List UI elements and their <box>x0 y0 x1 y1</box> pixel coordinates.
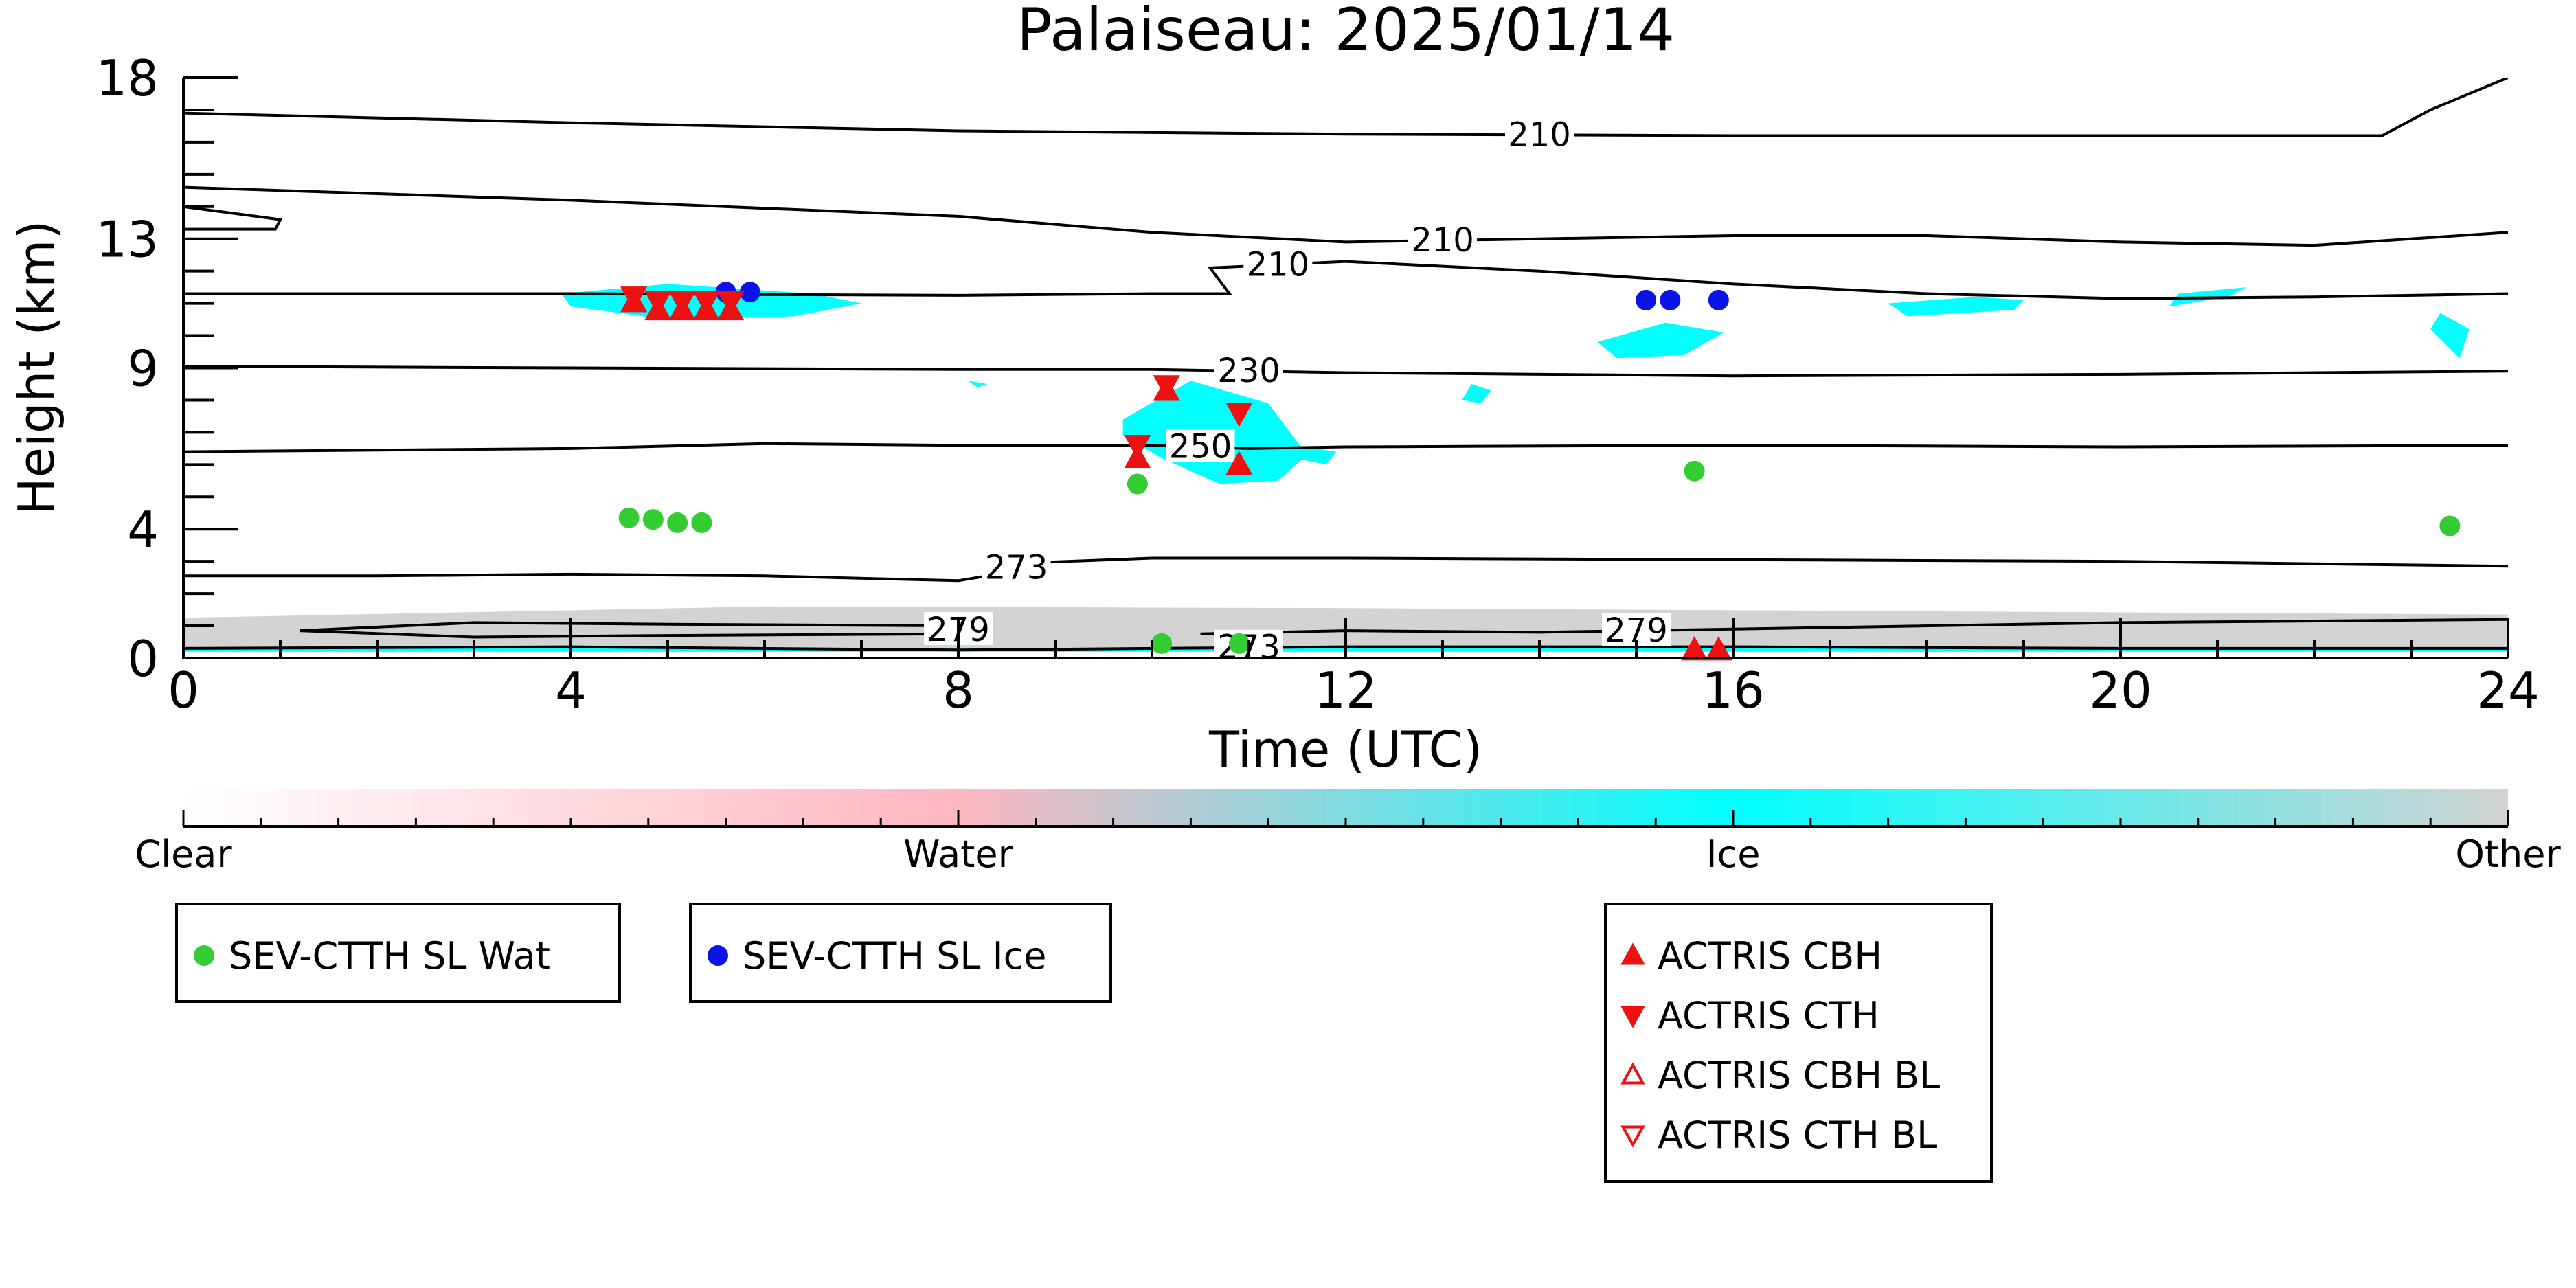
x-tick-label: 4 <box>555 662 587 719</box>
marker-sev-ctth-sl-wat <box>1228 633 1250 654</box>
marker-sev-ctth-sl-wat <box>1151 633 1173 654</box>
y-tick-label: 13 <box>95 211 159 269</box>
contour-line <box>183 556 2508 583</box>
legends: SEV-CTTH SL Wat SEV-CTTH SL Ice ACTRIS CBH… <box>175 903 1993 1183</box>
x-tick-label: 0 <box>168 662 199 719</box>
x-tick-label: 20 <box>2089 662 2152 719</box>
marker-actris-cth <box>668 291 696 316</box>
contour-line <box>183 78 2508 137</box>
marker-actris-cth <box>644 291 672 316</box>
x-axis-label: Time (UTC) <box>1208 721 1482 778</box>
marker-actris-cbh <box>1225 451 1253 475</box>
legend-marker <box>1620 1006 1645 1028</box>
marker-sev-ctth-sl-wat <box>618 507 640 528</box>
marker-sev-ctth-sl-ice <box>1708 289 1729 310</box>
contour-labels: 210210210230250273279273279 <box>924 115 1671 667</box>
contour-label-bg <box>1243 247 1313 280</box>
cloud-region-ice <box>2430 313 2470 359</box>
contour-label: 210 <box>1246 245 1309 284</box>
x-tick-label: 24 <box>2476 662 2540 719</box>
y-tick-label: 0 <box>127 630 159 688</box>
legend-label: ACTRIS CTH <box>1658 994 1879 1037</box>
contour-label-bg <box>1166 429 1235 462</box>
contour-label-bg <box>1408 223 1477 256</box>
marker-sev-ctth-sl-wat <box>1684 460 1705 482</box>
contour-label: 230 <box>1217 352 1280 390</box>
cloud-mask-layer <box>183 284 2508 652</box>
contour-label: 210 <box>1411 221 1474 260</box>
legend-ice: SEV-CTTH SL Ice <box>689 903 1112 1003</box>
phase-colorbar: Clear Water Ice Other <box>135 789 2561 876</box>
marker-sev-ctth-sl-ice <box>739 282 760 303</box>
x-tick-label: 12 <box>1314 662 1377 719</box>
y-tick-label: 18 <box>95 49 159 107</box>
marker-actris-cth <box>1225 403 1253 427</box>
contour-line <box>183 185 2508 247</box>
axes: 0 4 8 12 16 20 24 0 4 9 13 18 <box>95 49 2539 719</box>
legend-frame <box>689 903 1112 1003</box>
cloud-region-ice <box>968 381 988 387</box>
legend-label: SEV-CTTH SL Ice <box>743 934 1047 978</box>
contour-line <box>183 365 2508 378</box>
legend-marker <box>708 945 728 966</box>
legend-marker <box>1620 942 1645 965</box>
colorbar-ticks: Clear Water Ice Other <box>135 810 2561 876</box>
marker-actris-cth <box>620 286 648 311</box>
colorbar-label: Ice <box>1706 833 1761 876</box>
contour-label: 273 <box>985 549 1048 587</box>
legend-frame <box>175 903 621 1003</box>
legend-frame <box>1604 903 1993 1183</box>
legend-wat: SEV-CTTH SL Wat <box>175 903 621 1003</box>
plot-area <box>183 78 2508 652</box>
y-tick-label: 9 <box>127 340 159 398</box>
cloud-region-ice <box>1597 322 1724 359</box>
legend-marker <box>194 945 214 966</box>
colorbar-label: Other <box>2455 833 2561 876</box>
marker-sev-ctth-sl-wat <box>2439 515 2461 536</box>
observation-markers <box>618 282 2461 661</box>
contour-line <box>183 442 2508 453</box>
chart-title: Palaiseau: 2025/01/14 <box>1017 0 1675 65</box>
contour-label-bg <box>1214 353 1283 387</box>
y-tick-label: 4 <box>127 501 159 558</box>
marker-sev-ctth-sl-wat <box>642 509 664 530</box>
marker-actris-cth <box>1124 435 1151 460</box>
cloud-region-ice <box>1462 384 1491 404</box>
legend-label: SEV-CTTH SL Wat <box>229 934 550 978</box>
contour-line <box>183 260 2508 300</box>
colorbar-label: Clear <box>135 833 232 876</box>
colorbar-label: Water <box>903 833 1013 876</box>
contour-label-bg <box>982 550 1051 583</box>
cloud-region-ice <box>1888 297 2024 317</box>
y-axis-label: Height (km) <box>8 221 65 515</box>
x-tick-label: 8 <box>942 662 974 719</box>
marker-actris-cth <box>692 291 720 316</box>
contour-label: 210 <box>1508 115 1571 154</box>
marker-sev-ctth-sl-wat <box>691 512 712 533</box>
marker-actris-cth <box>717 291 745 316</box>
marker-actris-cth <box>1153 375 1180 400</box>
marker-sev-ctth-sl-ice <box>1636 289 1657 310</box>
marker-sev-ctth-sl-wat <box>1127 473 1148 495</box>
temperature-contours <box>183 78 2508 652</box>
marker-sev-ctth-sl-ice <box>1660 289 1681 310</box>
legend-label: ACTRIS CBH BL <box>1658 1054 1940 1097</box>
contour-line <box>183 205 283 231</box>
contour-label-bg <box>1505 117 1574 150</box>
legend-label: ACTRIS CTH BL <box>1658 1114 1937 1157</box>
legend-marker <box>1620 1125 1645 1148</box>
legend-label: ACTRIS CBH <box>1658 934 1882 978</box>
legend-marker <box>1620 1062 1645 1085</box>
marker-sev-ctth-sl-wat <box>667 512 688 533</box>
x-tick-label: 16 <box>1702 662 1765 719</box>
contour-label: 250 <box>1169 428 1232 466</box>
legend-actris: ACTRIS CBH ACTRIS CTH ACTRIS CBH BL ACTRIS … <box>1604 903 1993 1183</box>
